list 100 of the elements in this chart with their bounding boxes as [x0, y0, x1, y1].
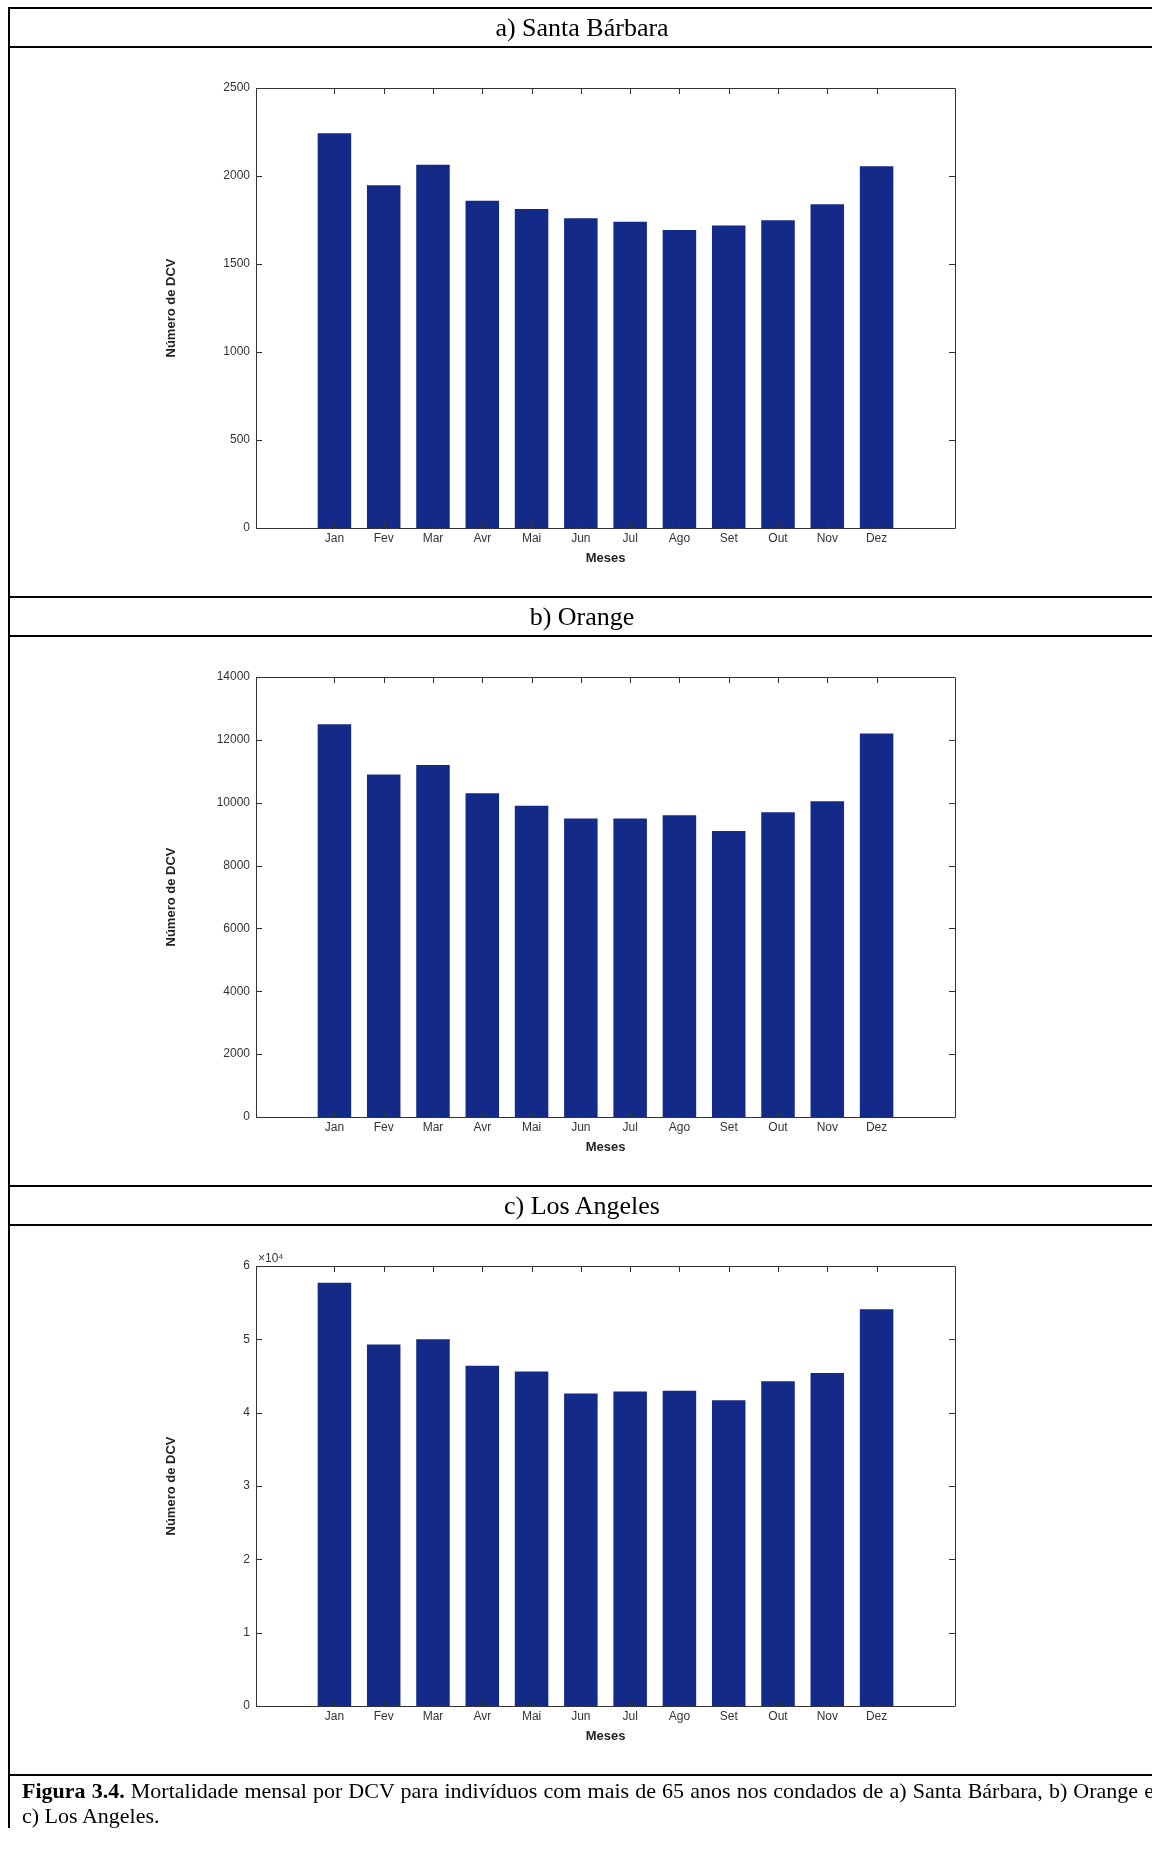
bar — [711, 1400, 746, 1706]
bar — [317, 133, 352, 528]
y-tick-label: 1 — [243, 1624, 251, 1639]
bar — [564, 1393, 598, 1706]
text: Figura 3.4. — [22, 1778, 125, 1803]
x-tick-label: Dez — [865, 530, 888, 545]
y-tick-label: 3 — [243, 1478, 251, 1493]
y-tick-label: 10000 — [216, 795, 251, 810]
bar — [514, 805, 549, 1117]
x-tick-label: Nov — [816, 1708, 838, 1723]
bar — [859, 733, 894, 1117]
y-tick-label: 8000 — [223, 857, 251, 872]
x-tick-label: Set — [719, 1119, 739, 1134]
bar — [859, 1309, 894, 1706]
y-tick-label: 5 — [243, 1331, 251, 1346]
x-tick-label: Jun — [571, 1119, 591, 1134]
chart-title: c) Los Angeles — [10, 1187, 1152, 1226]
y-tick-label: 6000 — [223, 920, 251, 935]
bar — [810, 1373, 845, 1706]
bar — [416, 164, 450, 528]
x-tick-label: Ago — [668, 1708, 691, 1723]
x-tick-label: Out — [768, 1119, 789, 1134]
y-axis-title: Número de DCV — [163, 258, 179, 358]
y-tick-label: 2500 — [223, 80, 251, 95]
x-tick-label: Dez — [865, 1119, 888, 1134]
x-tick-label: Set — [719, 1708, 739, 1723]
x-axis-title: Meses — [585, 1727, 626, 1743]
x-tick-label: Jan — [324, 530, 345, 545]
x-tick-label: Mar — [422, 1708, 444, 1723]
bar — [711, 831, 746, 1117]
x-tick-label: Jul — [622, 1119, 638, 1134]
bar — [366, 185, 401, 528]
y-axis-title: Número de DCV — [163, 1436, 179, 1536]
y-tick-label: 12000 — [216, 732, 251, 747]
x-tick-label: Mar — [422, 530, 444, 545]
y-tick-label: 2000 — [223, 1046, 251, 1061]
bar — [859, 166, 894, 528]
y-tick-label: 14000 — [216, 669, 251, 684]
y-tick-label: 4000 — [223, 983, 251, 998]
x-tick-label: Out — [768, 1708, 789, 1723]
bar — [711, 225, 746, 528]
text: ×10⁴ — [258, 1251, 284, 1266]
bar — [564, 818, 598, 1117]
x-tick-label: Avr — [473, 1119, 492, 1134]
x-axis-title: Meses — [585, 1138, 626, 1154]
x-tick-label: Ago — [668, 1119, 691, 1134]
x-tick-label: Jun — [571, 1708, 591, 1723]
bar — [810, 801, 845, 1117]
x-tick-label: Fev — [373, 1708, 394, 1723]
y-tick-label: 0 — [243, 1698, 251, 1713]
x-tick-label: Fev — [373, 530, 394, 545]
bar — [564, 218, 598, 528]
y-tick-label: 2000 — [223, 168, 251, 183]
y-tick-label: 6 — [243, 1258, 251, 1273]
x-tick-label: Fev — [373, 1119, 394, 1134]
x-tick-label: Avr — [473, 1708, 492, 1723]
bar — [662, 230, 697, 528]
x-tick-label: Jul — [622, 1708, 638, 1723]
y-tick-label: 500 — [229, 432, 251, 447]
x-tick-label: Jan — [324, 1708, 345, 1723]
bar — [465, 200, 500, 528]
x-tick-label: Ago — [668, 530, 691, 545]
x-tick-label: Dez — [865, 1708, 888, 1723]
bar — [514, 208, 549, 528]
bar — [514, 1371, 549, 1706]
bar — [761, 1381, 795, 1706]
x-tick-label: Avr — [473, 530, 492, 545]
x-axis-title: Meses — [585, 549, 626, 565]
bar — [613, 818, 647, 1117]
bar — [366, 774, 401, 1117]
x-tick-label: Mai — [521, 1708, 542, 1723]
y-tick-label: 1500 — [223, 256, 251, 271]
bar — [416, 1339, 450, 1706]
x-tick-label: Mar — [422, 1119, 444, 1134]
y-tick-label: 2 — [243, 1551, 251, 1566]
bar — [662, 1390, 697, 1706]
x-tick-label: Mai — [521, 530, 542, 545]
x-tick-label: Nov — [816, 530, 838, 545]
bar — [761, 812, 795, 1117]
bar — [465, 1365, 500, 1706]
bar — [613, 1391, 647, 1706]
y-axis-title: Número de DCV — [163, 847, 179, 947]
bar — [465, 793, 500, 1117]
x-tick-label: Mai — [521, 1119, 542, 1134]
x-tick-label: Set — [719, 530, 739, 545]
bar — [416, 765, 450, 1117]
bar — [366, 1344, 401, 1706]
x-tick-label: Nov — [816, 1119, 838, 1134]
chart-title: a) Santa Bárbara — [10, 9, 1152, 48]
y-tick-label: 0 — [243, 1109, 251, 1124]
bar — [662, 815, 697, 1117]
chart-title: b) Orange — [10, 598, 1152, 637]
y-tick-label: 0 — [243, 520, 251, 535]
x-tick-label: Jan — [324, 1119, 345, 1134]
bar — [613, 221, 647, 528]
bar — [317, 724, 352, 1117]
bar — [761, 220, 795, 528]
y-tick-label: 1000 — [223, 344, 251, 359]
bar — [810, 204, 845, 528]
x-tick-label: Out — [768, 530, 789, 545]
